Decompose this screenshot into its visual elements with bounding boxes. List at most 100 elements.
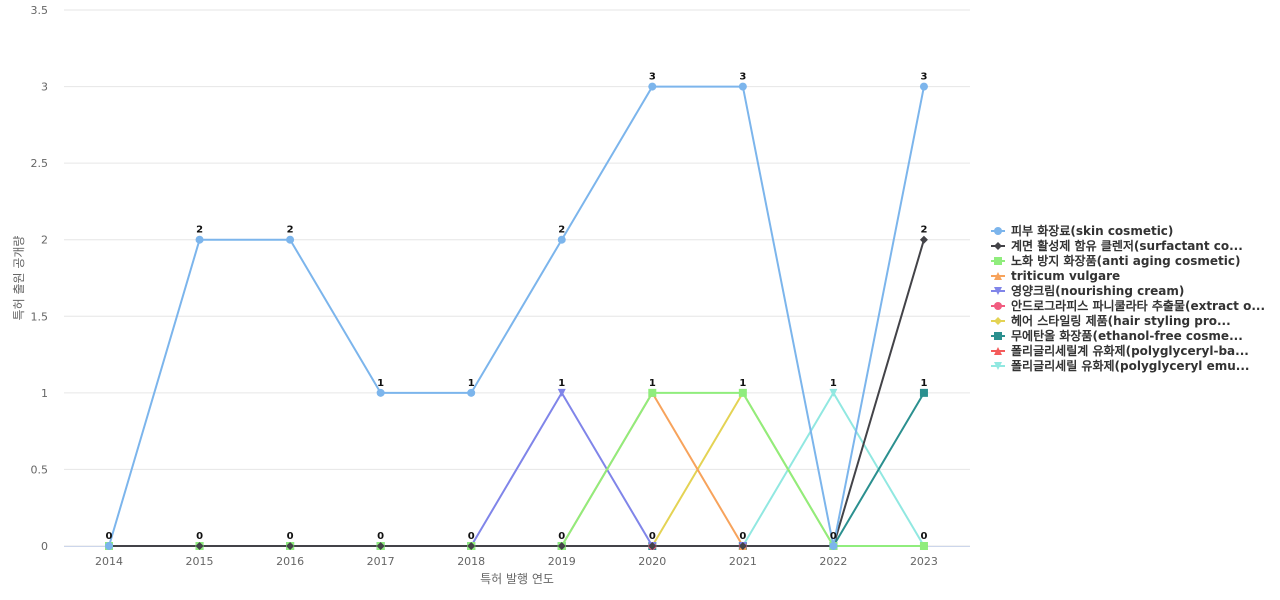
x-tick-label: 2018 <box>457 555 485 568</box>
x-tick-label: 2014 <box>95 555 123 568</box>
data-label: 0 <box>558 531 565 542</box>
x-tick-label: 2016 <box>276 555 304 568</box>
x-tick-label: 2022 <box>819 555 847 568</box>
y-tick-label: 2.5 <box>31 157 49 170</box>
data-point <box>919 235 928 244</box>
data-label: 0 <box>739 531 746 542</box>
legend-label: triticum vulgare <box>1011 269 1120 283</box>
x-tick-label: 2021 <box>729 555 757 568</box>
y-tick-label: 1.5 <box>31 310 49 323</box>
legend-marker-icon <box>994 272 1002 280</box>
data-label: 1 <box>739 378 746 389</box>
legend-label: 폴리글리세릴계 유화제(polyglyceryl-ba... <box>1011 343 1249 358</box>
legend-item[interactable]: 피부 화장료(skin cosmetic) <box>991 223 1173 238</box>
y-tick-label: 3.5 <box>31 4 49 17</box>
data-point <box>829 542 838 550</box>
legend-item[interactable]: 무에탄올 화장품(ethanol-free cosme... <box>991 328 1243 343</box>
data-label: 1 <box>830 378 837 389</box>
legend-label: 무에탄올 화장품(ethanol-free cosme... <box>1011 328 1243 343</box>
data-point <box>919 542 928 550</box>
data-label: 2 <box>196 225 203 236</box>
data-label: 2 <box>920 225 927 236</box>
data-point <box>286 235 295 244</box>
y-tick-label: 0.5 <box>31 463 49 476</box>
data-label: 1 <box>468 378 475 389</box>
x-tick-label: 2023 <box>910 555 938 568</box>
grid-lines <box>64 9 970 547</box>
data-point <box>557 388 566 397</box>
y-tick-label: 1 <box>41 387 48 400</box>
legend-label: 피부 화장료(skin cosmetic) <box>1011 223 1173 238</box>
legend-marker-icon <box>994 347 1002 355</box>
legend-item[interactable]: 폴리글리세릴 유화제(polyglyceryl emu... <box>991 358 1249 373</box>
data-point <box>919 388 928 397</box>
series-markers <box>105 82 928 550</box>
data-point <box>105 542 113 550</box>
series-line-0 <box>108 85 925 547</box>
data-label: 0 <box>196 531 203 542</box>
legend-label: 헤어 스타일링 제품(hair styling pro... <box>1011 313 1231 328</box>
data-point <box>738 542 747 550</box>
data-point <box>376 542 385 550</box>
legend-label: 폴리글리세릴 유화제(polyglyceryl emu... <box>1011 358 1249 373</box>
data-label: 1 <box>920 378 927 389</box>
data-label: 2 <box>558 225 565 236</box>
x-tick-label: 2019 <box>548 555 576 568</box>
legend-marker-icon <box>994 302 1002 310</box>
legend-item[interactable]: 영양크림(nourishing cream) <box>991 283 1184 298</box>
data-point <box>829 388 838 397</box>
legend-item[interactable]: 계면 활성제 함유 클렌저(surfactant co... <box>991 238 1243 253</box>
data-point <box>467 542 476 550</box>
series-line-1 <box>109 239 925 547</box>
legend-item[interactable]: 헤어 스타일링 제품(hair styling pro... <box>991 313 1231 328</box>
y-tick-label: 2 <box>41 234 48 247</box>
data-label: 1 <box>377 378 384 389</box>
legend-item[interactable]: 노화 방지 화장품(anti aging cosmetic) <box>991 253 1241 268</box>
data-label: 1 <box>558 378 565 389</box>
legend-item[interactable]: triticum vulgare <box>991 269 1120 283</box>
data-point <box>195 542 204 550</box>
legend-label: 영양크림(nourishing cream) <box>1011 283 1184 298</box>
data-point <box>467 388 476 397</box>
data-label: 0 <box>920 531 927 542</box>
data-label: 0 <box>649 531 656 542</box>
data-point <box>557 542 566 550</box>
legend-marker-icon <box>994 362 1002 370</box>
x-tick-label: 2020 <box>638 555 666 568</box>
data-label: 0 <box>830 531 837 542</box>
data-point <box>376 388 385 397</box>
x-tick-label: 2017 <box>367 555 395 568</box>
data-label: 0 <box>106 531 113 542</box>
legend-marker-icon <box>994 227 1002 235</box>
y-axis: 0 0.5 1 1.5 2 2.5 3 3.5 <box>31 4 49 553</box>
legend-marker-icon <box>994 332 1002 340</box>
data-label: 3 <box>920 72 927 83</box>
data-point <box>648 388 657 397</box>
y-tick-label: 0 <box>41 540 48 553</box>
legend-marker-icon <box>994 287 1002 295</box>
data-label: 2 <box>287 225 294 236</box>
legend-marker-icon <box>994 242 1002 250</box>
legend-marker-icon <box>994 317 1002 325</box>
data-point <box>648 82 657 91</box>
x-tick-label: 2015 <box>186 555 214 568</box>
data-point <box>648 542 657 550</box>
series-lines <box>108 85 925 547</box>
data-point <box>738 82 747 91</box>
data-label: 0 <box>287 531 294 542</box>
data-label: 1 <box>649 378 656 389</box>
data-labels: 0 2 2 1 1 2 3 3 0 3 0 0 0 0 0 0 0 2 1 1 1 1 1 0 <box>106 72 928 542</box>
y-tick-label: 3 <box>41 81 48 94</box>
y-axis-title: 특허 출원 공개량 <box>12 236 26 321</box>
data-label: 3 <box>649 72 656 83</box>
data-point <box>286 542 295 550</box>
data-point <box>195 235 204 244</box>
data-point <box>738 388 747 397</box>
legend-item[interactable]: 폴리글리세릴계 유화제(polyglyceryl-ba... <box>991 343 1249 358</box>
legend-label: 계면 활성제 함유 클렌저(surfactant co... <box>1011 238 1243 253</box>
legend-item[interactable]: 안드로그라피스 파니쿨라타 추출물(extract o... <box>991 298 1265 313</box>
legend-marker-icon <box>994 257 1002 265</box>
x-axis-title: 특허 발행 연도 <box>480 571 554 586</box>
data-point <box>919 82 928 91</box>
